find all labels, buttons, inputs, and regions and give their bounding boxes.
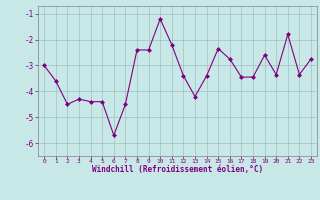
X-axis label: Windchill (Refroidissement éolien,°C): Windchill (Refroidissement éolien,°C) [92, 165, 263, 174]
